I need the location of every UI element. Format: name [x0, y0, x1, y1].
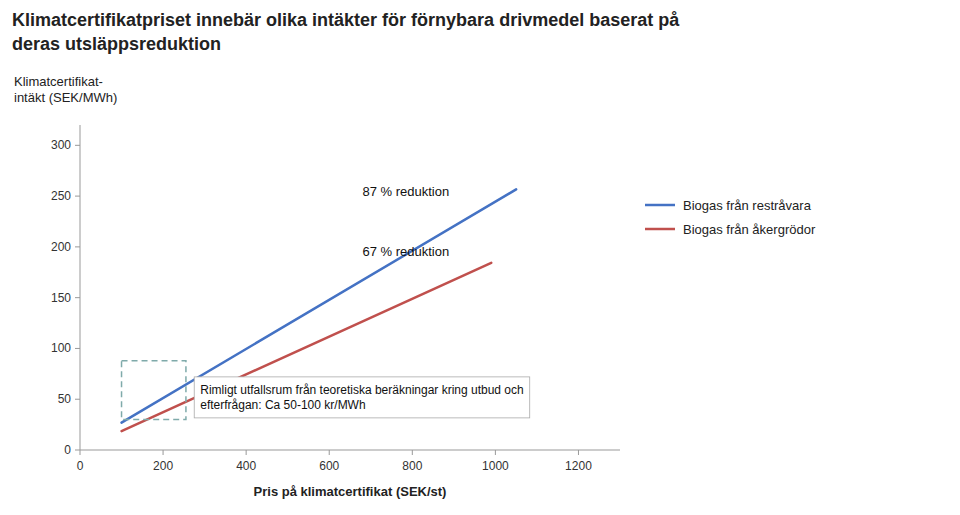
x-tick	[412, 450, 413, 455]
x-tick-label: 0	[77, 459, 84, 473]
legend-swatch	[645, 204, 675, 207]
annotation: Rimligt utfallsrum från teoretiska beräk…	[200, 383, 523, 412]
y-tick	[75, 348, 80, 349]
x-tick	[578, 450, 579, 455]
y-axis-label: Klimatcertifikat-intäkt (SEK/MWh)	[14, 74, 117, 105]
range-box	[122, 361, 186, 420]
title: Klimatcertifikatpriset innebär olika int…	[12, 10, 680, 30]
text-line: efterfrågan: Ca 50-100 kr/MWh	[200, 398, 365, 412]
x-tick-label: 200	[153, 459, 173, 473]
y-tick-label: 150	[51, 291, 71, 305]
y-tick	[75, 196, 80, 197]
y-tick	[75, 246, 80, 247]
y-tick	[75, 145, 80, 146]
x-tick-label: 1000	[482, 459, 509, 473]
chart-svg: Klimatcertifikatpriset innebär olika int…	[0, 0, 960, 515]
y-tick-label: 250	[51, 189, 71, 203]
y-tick-label: 0	[64, 443, 71, 457]
legend: Biogas från restråvara Biogas från åkergr…	[645, 198, 816, 237]
annotation-box-frame	[194, 377, 529, 418]
x-tick	[495, 450, 496, 455]
title: deras utsläppsreduktion	[12, 34, 221, 54]
y-axis-line	[80, 125, 81, 450]
x-tick-label: 600	[319, 459, 339, 473]
x-tick	[246, 450, 247, 455]
text-line: Klimatcertifikat-	[14, 74, 103, 89]
y-tick-label: 50	[58, 392, 72, 406]
x-axis-line	[80, 450, 620, 451]
y-tick-label: 200	[51, 240, 71, 254]
legend-swatch	[645, 228, 675, 231]
axes: 0 200 400 600 800 1000 1200 0 50 100 150 200 250 300	[51, 125, 620, 473]
annotation-box: Rimligt utfallsrum från teoretiska beräk…	[194, 377, 529, 418]
x-tick-label: 800	[402, 459, 422, 473]
annotation: 67 % reduktion	[362, 244, 449, 259]
x-tick	[163, 450, 164, 455]
x-tick-label: 400	[236, 459, 256, 473]
y-tick-label: 100	[51, 341, 71, 355]
annotation: 87 % reduktion	[362, 184, 449, 199]
y-tick-label: 300	[51, 138, 71, 152]
text-line: Rimligt utfallsrum från teoretiska beräk…	[200, 383, 523, 397]
x-axis-label: Pris på klimatcertifikat (SEK/st)	[254, 484, 447, 499]
text-line: intäkt (SEK/MWh)	[14, 90, 117, 105]
y-tick	[75, 399, 80, 400]
y-tick	[75, 450, 80, 451]
annotations: 87 % reduktion 67 % reduktion Rimligt utfa…	[194, 184, 529, 418]
legend-entry: Biogas från åkergrödor	[683, 222, 816, 237]
x-tick	[329, 450, 330, 455]
x-tick	[80, 450, 81, 455]
legend-entry: Biogas från restråvara	[683, 198, 812, 213]
x-tick-label: 1200	[565, 459, 592, 473]
y-tick	[75, 297, 80, 298]
chart-container: Klimatcertifikatpriset innebär olika int…	[0, 0, 960, 515]
